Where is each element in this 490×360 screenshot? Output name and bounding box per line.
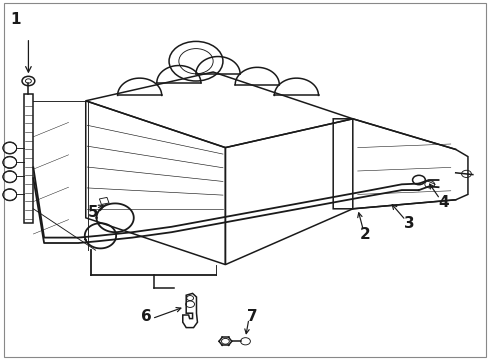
Bar <box>24 94 33 223</box>
Text: 1: 1 <box>10 12 21 27</box>
Text: 7: 7 <box>247 309 258 324</box>
Text: 2: 2 <box>360 227 370 242</box>
Text: 4: 4 <box>438 195 449 210</box>
Text: 5: 5 <box>88 205 98 220</box>
Bar <box>99 197 109 204</box>
Text: 3: 3 <box>404 216 415 231</box>
Text: 6: 6 <box>141 309 151 324</box>
